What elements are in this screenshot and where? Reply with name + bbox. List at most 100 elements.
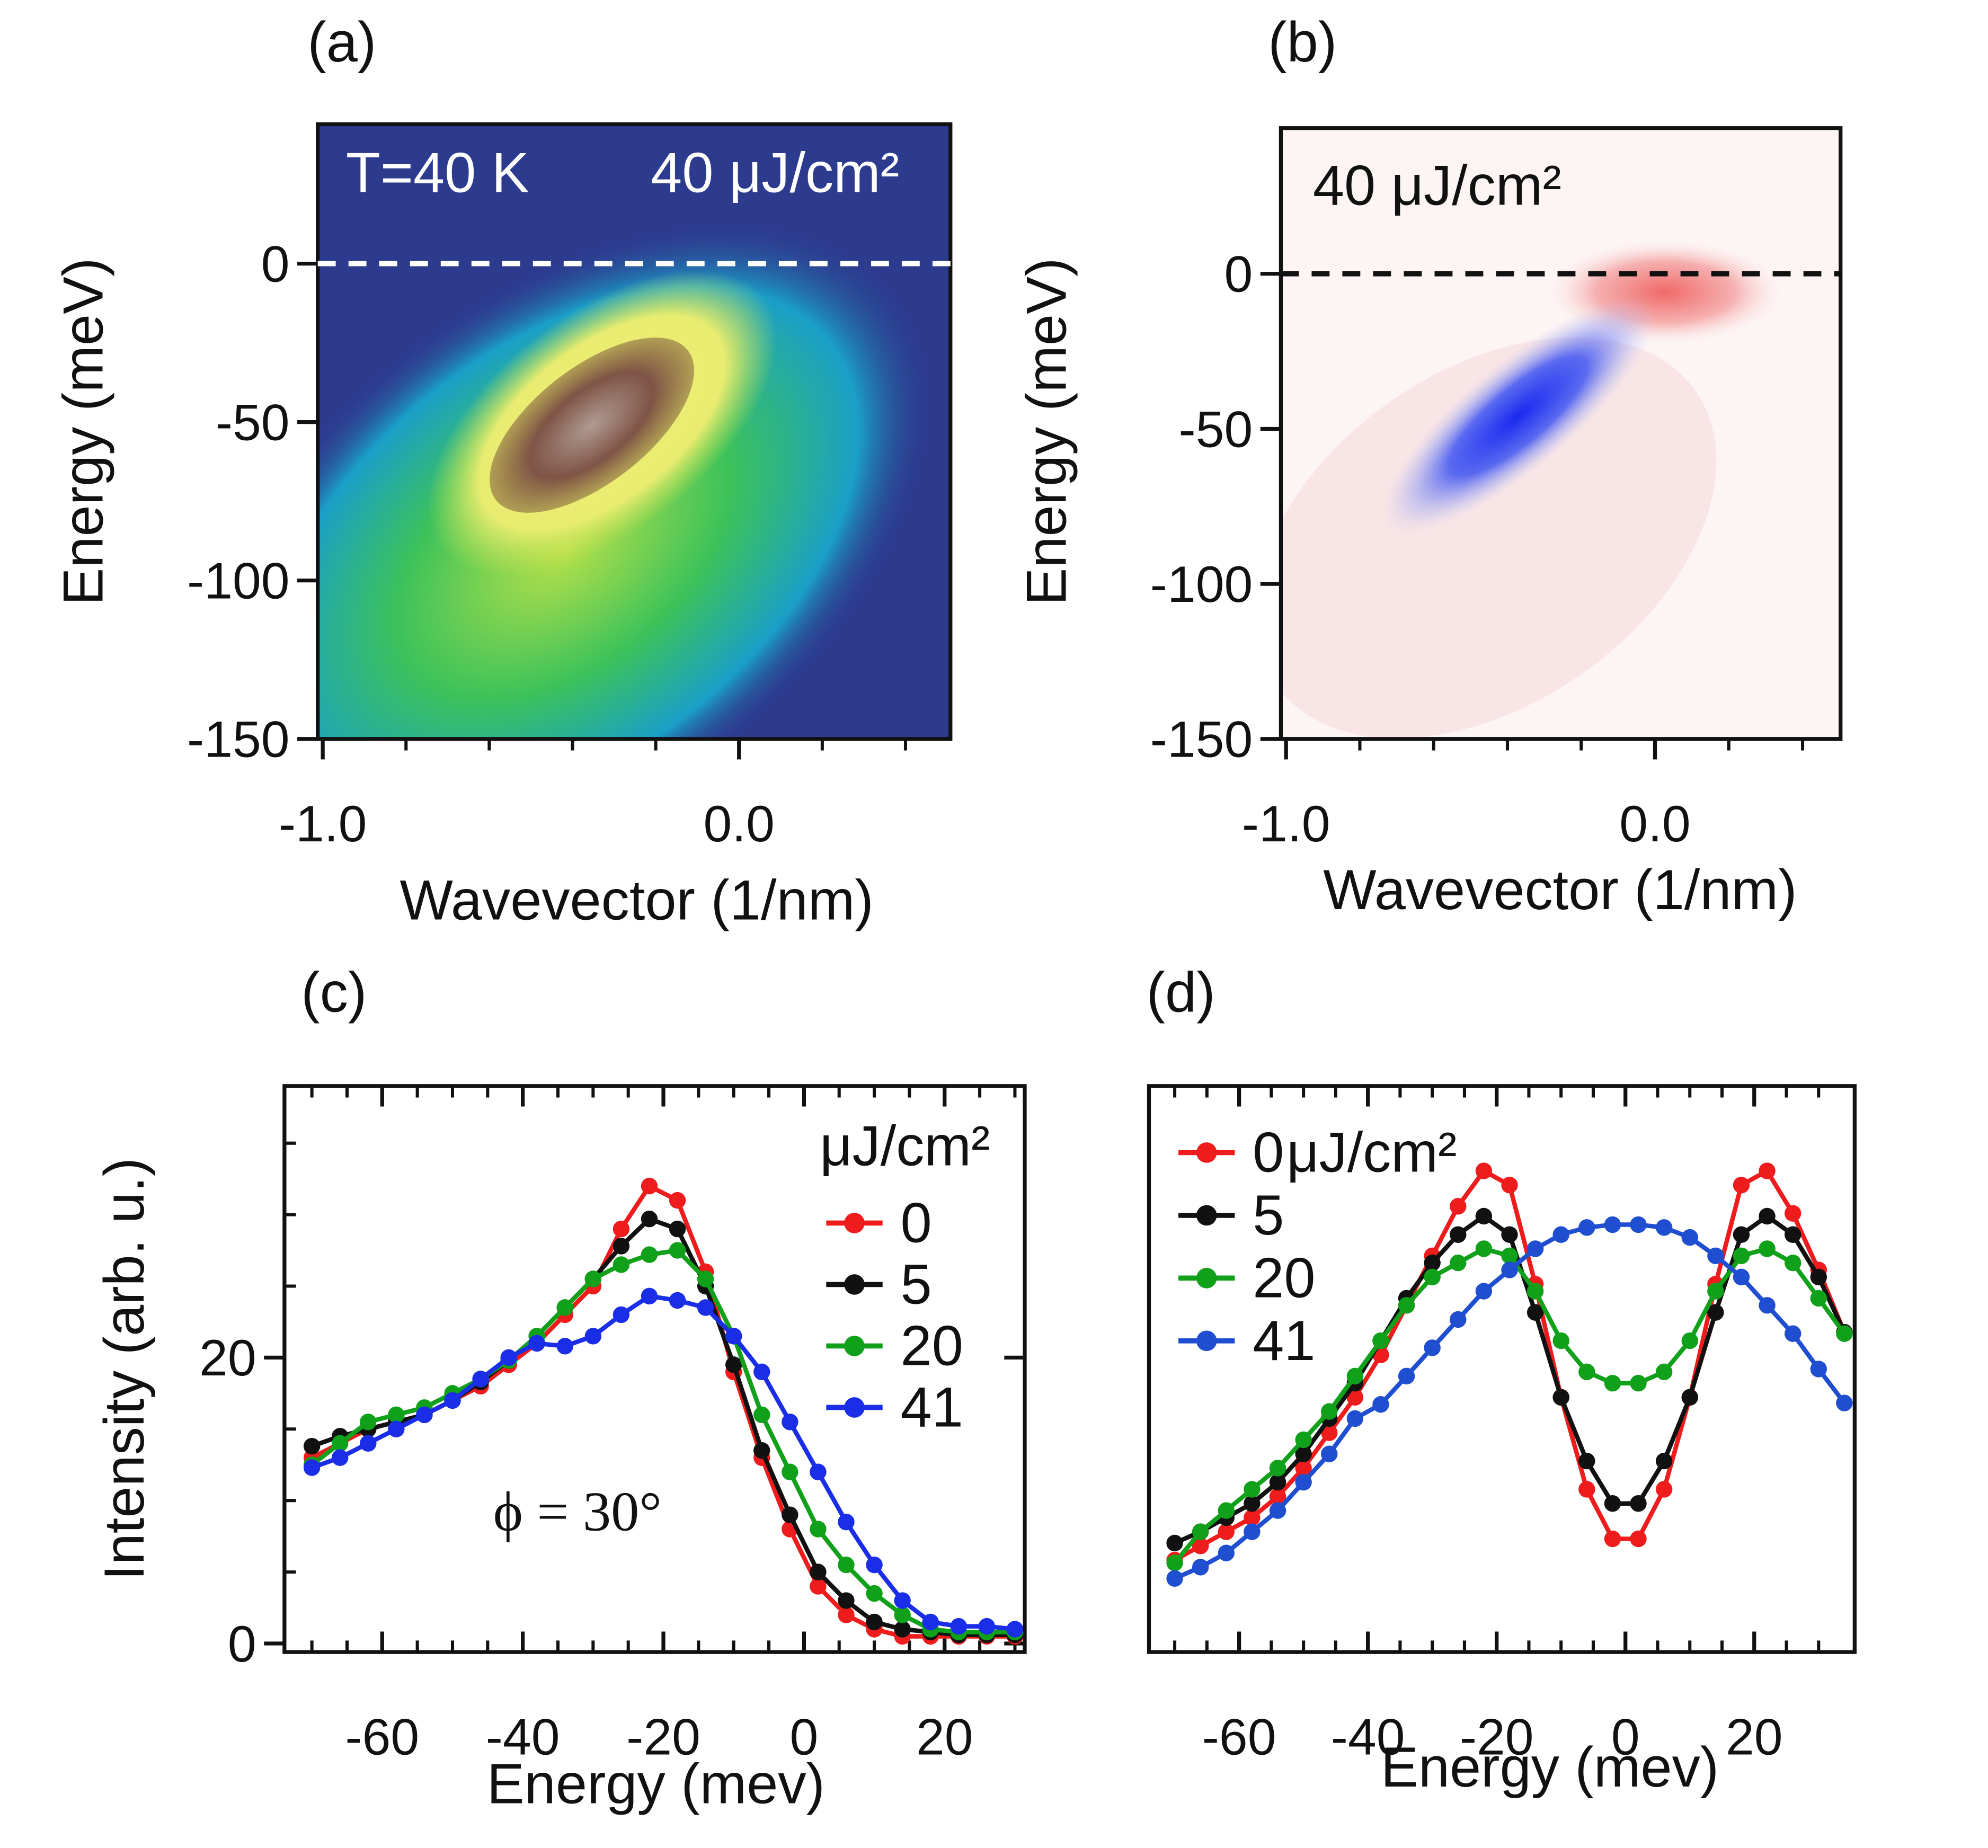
data-point [1424,1254,1441,1272]
data-point [1244,1509,1261,1526]
x-tick-label: 0 [790,1709,819,1766]
data-point [1707,1283,1724,1300]
data-point [894,1621,911,1638]
legend-label: 20 [1253,1247,1315,1310]
data-point [782,1463,798,1480]
x-tick-label: 20 [916,1709,973,1766]
data-point [1244,1523,1261,1540]
data-point [1475,1283,1493,1300]
data-point [613,1306,630,1323]
data-point [388,1420,405,1437]
data-point [1810,1361,1827,1378]
legend-marker [844,1213,865,1233]
data-point [1655,1363,1673,1381]
data-point [303,1437,321,1455]
y-tick-label: 0 [261,235,290,292]
data-point [1321,1445,1338,1462]
legend-marker [1196,1142,1217,1163]
y-tick-label: -150 [187,711,290,768]
x-tick-label: -20 [626,1709,700,1766]
data-point [810,1521,827,1538]
data-point [1681,1389,1698,1406]
data-point [1552,1226,1569,1243]
data-point [1707,1304,1724,1321]
data-point [1166,1570,1183,1587]
data-point [1192,1538,1209,1554]
data-point [613,1256,630,1273]
data-point [444,1392,461,1409]
data-point [416,1406,433,1424]
data-point [753,1363,770,1381]
data-point [1346,1367,1364,1385]
heatmap-b [1281,128,1841,739]
x-axis-title: Wavevector (1/nm) [1323,858,1797,921]
x-tick-label: 0.0 [704,795,775,852]
legend-marker [844,1274,865,1295]
data-point [838,1556,855,1574]
panel-label: (a) [307,11,376,74]
data-point [1526,1304,1544,1321]
data-point [1269,1488,1286,1505]
y-axis-title: Energy (meV) [1015,258,1078,606]
data-point [1501,1247,1518,1265]
legend-label: 5 [901,1253,932,1316]
y-tick-label: -50 [216,394,290,451]
data-point [1526,1240,1544,1257]
x-tick-label: 20 [1726,1709,1783,1766]
data-point [1244,1495,1261,1512]
data-point [1810,1290,1827,1307]
x-tick-label: -40 [1331,1709,1405,1766]
data-point [697,1299,714,1316]
data-point [331,1449,349,1466]
data-point [753,1406,770,1424]
data-point [866,1585,883,1602]
data-point [1630,1216,1647,1233]
data-point [1218,1502,1235,1519]
data-point [1733,1226,1750,1243]
y-tick-label: -100 [187,553,290,610]
data-point [669,1220,686,1238]
y-tick-label: 0 [1224,246,1253,303]
data-point [1372,1396,1389,1413]
data-point [1604,1374,1621,1392]
x-tick-label: -40 [486,1709,560,1766]
data-point [782,1414,798,1431]
data-point [1321,1403,1338,1420]
data-point [641,1210,658,1228]
annotation: 40 μJ/cm² [651,141,899,205]
data-point [1450,1198,1467,1215]
heatmap-a [317,124,951,739]
data-point [1244,1481,1261,1498]
data-point [472,1371,489,1388]
legend-label: 41 [901,1376,963,1439]
data-point [613,1238,630,1255]
data-point [1578,1219,1595,1236]
data-point [866,1556,883,1574]
x-axis-title: Energy (mev) [487,1752,825,1815]
data-point [1681,1332,1698,1349]
frame [1279,126,1843,741]
panel-label: (c) [301,961,367,1024]
data-point [1475,1240,1493,1257]
legend-marker [844,1397,865,1418]
data-point [1630,1530,1647,1548]
y-tick-label: 0 [228,1615,256,1673]
data-point [866,1613,883,1631]
data-point [810,1463,827,1480]
annotation: 40 μJ/cm² [1313,154,1561,217]
data-point [1578,1481,1595,1498]
data-point [1526,1283,1544,1300]
frame [316,122,953,741]
data-point [388,1406,405,1424]
data-point [1604,1495,1621,1512]
data-point [1269,1460,1286,1477]
data-point [1398,1367,1415,1385]
frame [1147,1084,1857,1654]
legend-marker [1196,1330,1217,1352]
data-point [1501,1226,1518,1243]
data-point [810,1563,827,1580]
data-point [1450,1226,1467,1243]
data-point [1475,1207,1493,1225]
data-point [1733,1177,1750,1194]
data-point [1450,1311,1467,1328]
